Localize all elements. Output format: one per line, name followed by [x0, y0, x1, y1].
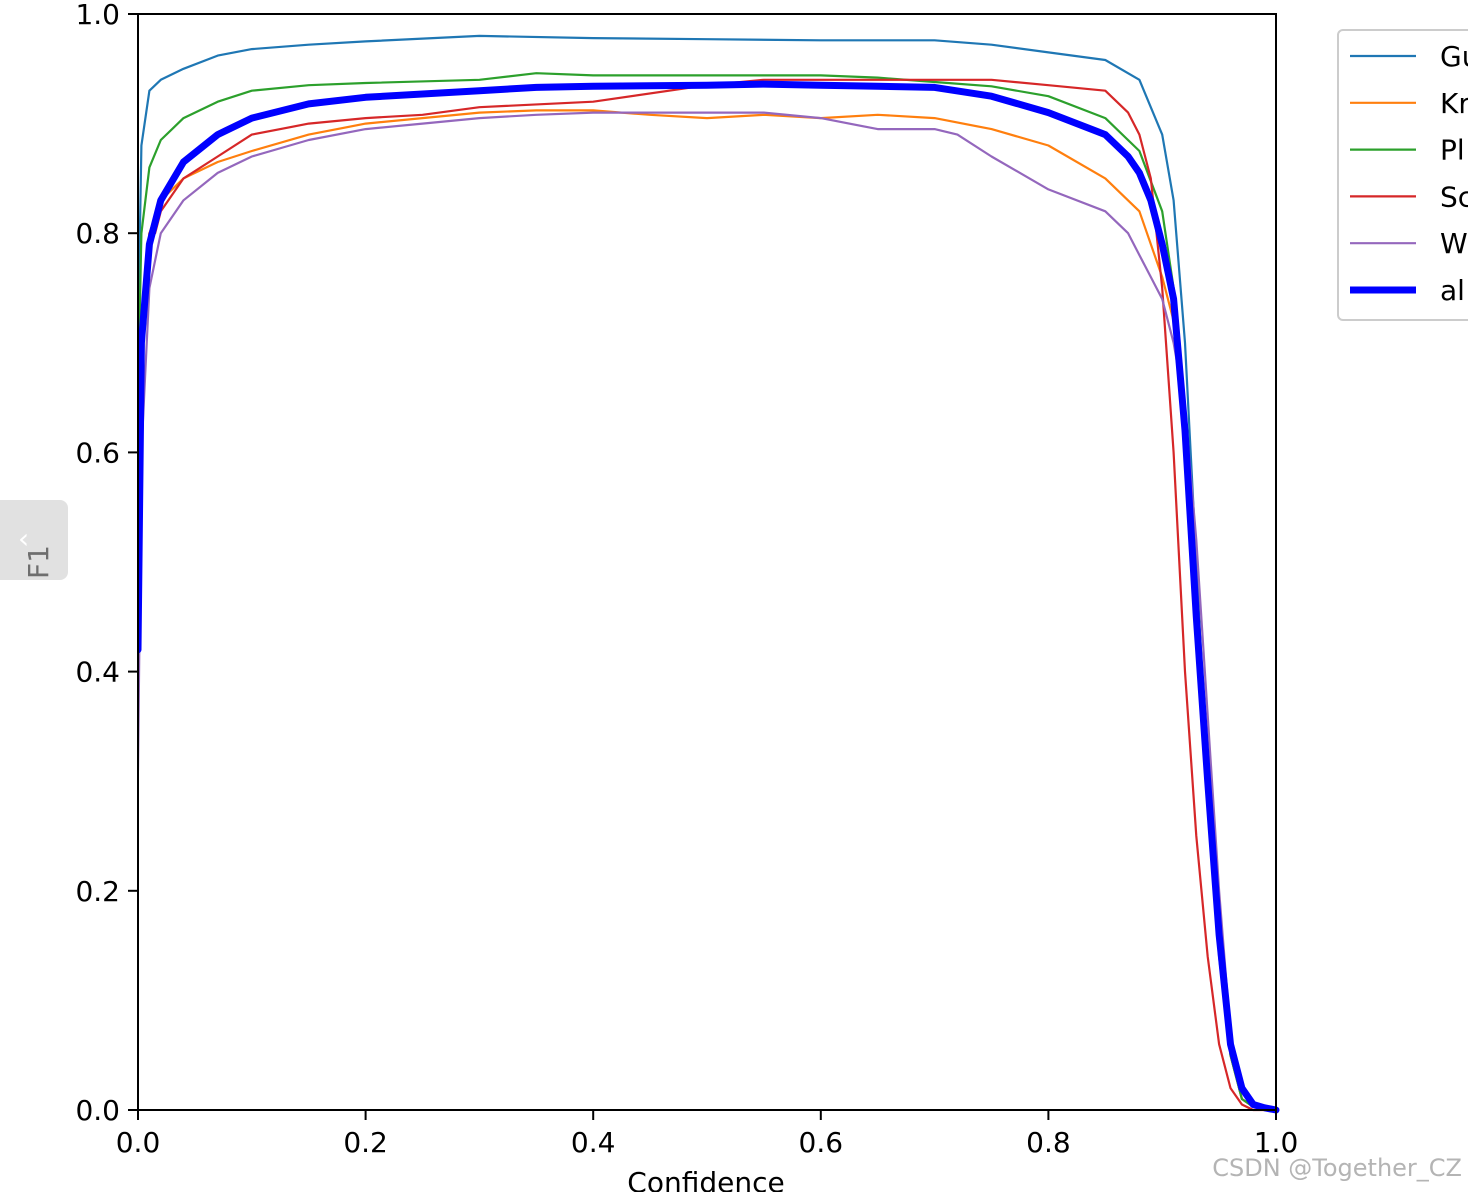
- y-tick-label: 0.8: [75, 217, 120, 250]
- plot-frame: [137, 13, 1277, 1111]
- x-tick-label: 0.0: [116, 1126, 161, 1159]
- series-line-Sc: [138, 78, 1278, 1112]
- x-axis-label: Confidence: [627, 1166, 784, 1192]
- legend-label-Sc: Sc: [1440, 180, 1468, 213]
- plot-area: [137, 13, 1280, 1114]
- y-axis-ticks: 0.0 0.2 0.4 0.6 0.8 1.0: [75, 0, 138, 1127]
- series-lines: [138, 34, 1280, 1114]
- x-tick-label: 0.2: [343, 1126, 388, 1159]
- series-line-Pl: [138, 72, 1278, 1112]
- y-tick-label: 0.2: [75, 875, 120, 908]
- legend: Gu Kr Pl Sc Wal: [1337, 29, 1468, 321]
- legend-label-W: W: [1440, 227, 1468, 260]
- x-tick-label: 0.4: [571, 1126, 616, 1159]
- y-tick-label: 0.6: [75, 436, 120, 469]
- series-line-W: [138, 111, 1278, 1112]
- back-tab[interactable]: ‹: [0, 500, 68, 580]
- y-tick-label: 1.0: [75, 0, 120, 31]
- y-tick-label: 0.0: [75, 1094, 120, 1127]
- legend-label-al: al: [1440, 274, 1465, 307]
- series-line-Kr: [138, 109, 1278, 1112]
- y-tick-label: 0.4: [75, 656, 120, 689]
- x-tick-label: 1.0: [1254, 1126, 1299, 1159]
- watermark: CSDN @Together_CZ: [1212, 1154, 1462, 1182]
- legend-label-Pl: Pl: [1440, 134, 1465, 167]
- legend-label-Kr: Kr: [1440, 87, 1468, 120]
- chevron-left-icon: ‹: [18, 522, 30, 555]
- x-tick-label: 0.6: [799, 1126, 844, 1159]
- x-axis-ticks: 0.0 0.2 0.4 0.6 0.8 1.0: [116, 1110, 1299, 1159]
- series-line-al: [138, 80, 1280, 1114]
- legend-label-Gu: Gu: [1440, 40, 1468, 73]
- x-tick-label: 0.8: [1026, 1126, 1071, 1159]
- series-line-Gu: [138, 34, 1278, 1112]
